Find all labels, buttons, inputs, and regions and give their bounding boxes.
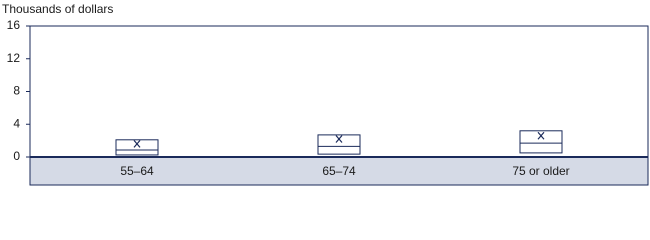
x-tick-label: 65–74 — [322, 164, 356, 178]
chart: Thousands of dollars 0 4 8 12 16 55–64 65–74 75… — [2, 2, 649, 186]
x-tick-label: 75 or older — [512, 164, 569, 178]
y-tick-label: 16 — [7, 18, 21, 32]
x-tick-label: 55–64 — [120, 164, 154, 178]
box — [317, 134, 361, 155]
mean-marker — [537, 131, 545, 140]
box — [115, 139, 159, 156]
category-band — [29, 156, 649, 186]
box — [519, 130, 563, 154]
y-tick-label: 12 — [7, 51, 21, 65]
y-tick-label: 0 — [13, 149, 20, 163]
y-tick-label: 4 — [13, 116, 20, 130]
y-axis-label: Thousands of dollars — [2, 2, 113, 16]
mean-marker — [335, 135, 343, 143]
y-tick-label: 8 — [13, 84, 20, 98]
mean-marker — [133, 140, 141, 148]
